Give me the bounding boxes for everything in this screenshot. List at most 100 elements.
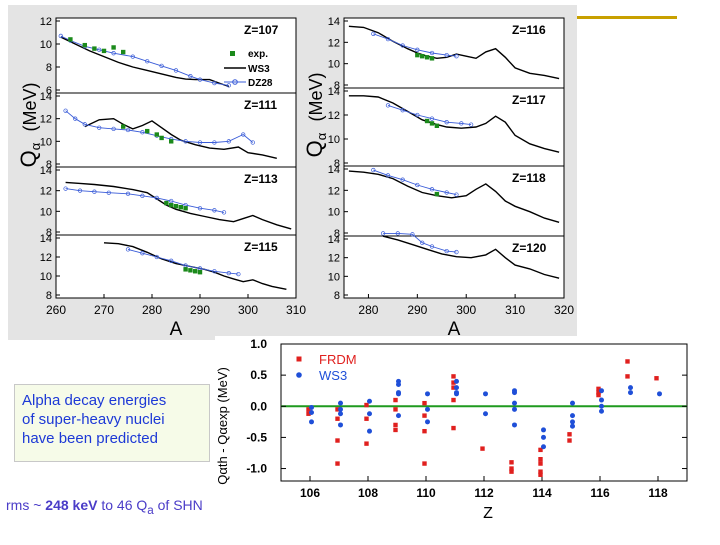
frdm-point <box>596 392 601 398</box>
frdm-point <box>364 402 369 408</box>
dz28-point <box>429 244 435 249</box>
dz28-point <box>444 52 449 58</box>
legend-dz28-point <box>232 79 238 85</box>
deviation-chart-svg: 1.0 0.5 0.0 -0.5 -1.0 106 108 110 112 114 116 118 Z Q… <box>215 337 688 522</box>
frdm-point <box>451 380 456 385</box>
y-tick-label: 8 <box>334 158 340 170</box>
dz28-point <box>82 122 87 127</box>
frdm-point <box>480 446 485 451</box>
ws3-point <box>512 422 517 428</box>
y-tick-label: 10 <box>328 271 340 283</box>
subplot-label: Z=115 <box>244 240 278 254</box>
x-tick-label: 310 <box>505 303 525 317</box>
ws3-point <box>628 385 633 391</box>
ws3-point <box>396 381 401 387</box>
ws3-point <box>396 391 401 397</box>
frdm-point <box>509 469 514 474</box>
frdm-point <box>538 472 543 477</box>
dz28-point <box>77 188 83 193</box>
frdm-point <box>393 427 398 433</box>
dz28-point <box>173 68 179 73</box>
x-tick-label: 114 <box>532 486 552 500</box>
frdm-point <box>596 386 601 392</box>
ws3-series-line <box>382 235 560 279</box>
dz28-point <box>130 54 135 59</box>
dz28-point <box>459 121 464 126</box>
dz28-point <box>226 271 231 276</box>
y-tick-label: 10 <box>40 206 52 218</box>
exp-point <box>178 205 183 210</box>
dz28-point <box>468 122 474 127</box>
y-tick-label: 12 <box>328 110 340 122</box>
y-tick-label: 14 <box>328 86 340 98</box>
y-axis-label-unit: (MeV) <box>20 83 40 132</box>
y-tick-label: 12 <box>40 114 52 126</box>
dz28-point <box>385 173 391 178</box>
frdm-point <box>625 359 630 364</box>
legend-ws3-marker <box>296 372 302 378</box>
subplot-label: Z=113 <box>244 172 278 186</box>
legend-entry: WS3 <box>319 368 347 383</box>
y-tick-label: -1.0 <box>246 462 267 476</box>
x-tick-label: 116 <box>590 486 610 500</box>
exp-point <box>101 48 107 54</box>
legend-entry: FRDM <box>319 352 357 367</box>
ws3-point <box>309 419 314 425</box>
x-tick-label: 260 <box>46 303 66 317</box>
ws3-point <box>512 400 517 406</box>
dz28-point <box>410 232 415 237</box>
ws3-series-line <box>65 181 292 230</box>
dz28-point <box>73 116 78 121</box>
exp-point <box>82 42 87 48</box>
ws3-point <box>541 444 546 450</box>
exp-point <box>193 269 198 274</box>
ws3-point <box>541 427 546 433</box>
frdm-point <box>422 413 427 418</box>
dz28-point <box>125 191 131 196</box>
dz28-point <box>145 59 150 64</box>
dz28-point <box>454 249 459 255</box>
legend: exp. WS3 DZ28 <box>224 49 273 89</box>
ws3-series-line <box>348 95 560 153</box>
subplot-frame <box>55 234 297 299</box>
frdm-point <box>422 461 427 466</box>
exp-point <box>111 45 116 50</box>
ws3-point <box>570 419 575 425</box>
x-tick-label: 110 <box>416 486 436 500</box>
y-tick-label: 0.0 <box>250 399 267 413</box>
ws3-series-line <box>84 117 277 159</box>
ws3-point <box>454 378 459 384</box>
dz28-point <box>63 108 68 113</box>
y-tick-label: 8 <box>334 80 340 92</box>
ws3-point <box>628 390 633 396</box>
exp-point <box>424 118 430 124</box>
ws3-point <box>483 391 488 397</box>
x-tick-label: 108 <box>358 486 378 500</box>
y-tick-label: 8 <box>46 62 52 74</box>
dz28-point <box>400 108 405 113</box>
exp-point <box>169 202 174 208</box>
x-tick-label: 300 <box>456 303 476 317</box>
dz28-point <box>125 247 131 252</box>
frdm-point <box>451 385 456 390</box>
subplot-label: Z=107 <box>244 23 279 37</box>
ws3-point <box>338 406 343 412</box>
exp-point <box>429 56 435 61</box>
y-tick-label: 12 <box>328 253 340 265</box>
rms-subscript: a <box>147 503 154 517</box>
y-tick-label: 12 <box>40 252 52 264</box>
dz28-point <box>241 132 246 137</box>
frdm-point <box>335 416 340 421</box>
exp-point <box>197 270 203 275</box>
dz28-point <box>395 231 400 236</box>
dz28-point <box>58 33 63 39</box>
frdm-point <box>306 407 311 412</box>
ws3-point <box>657 391 662 397</box>
y-axis-label-symbol: Qα <box>16 142 43 167</box>
x-axis-label: A <box>448 319 461 340</box>
dz28-point <box>159 63 164 68</box>
frdm-point <box>306 411 311 416</box>
frdm-point <box>451 425 456 431</box>
y-axis-label-symbol: Qα <box>302 132 329 157</box>
